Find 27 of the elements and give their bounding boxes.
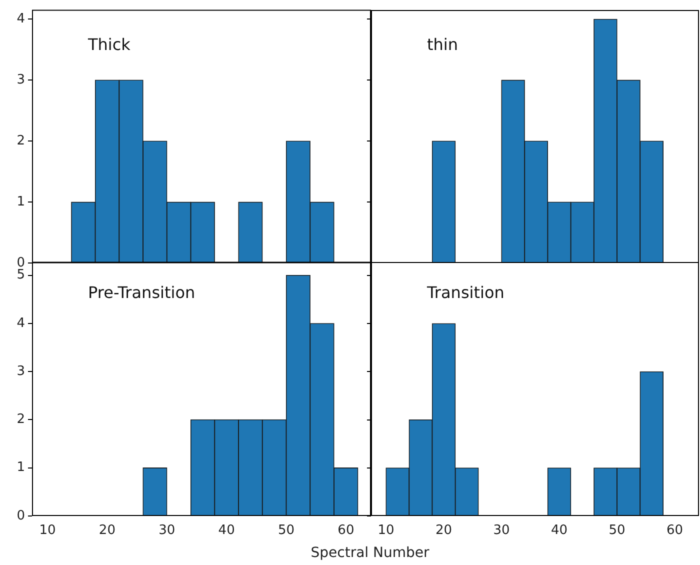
y-tick-label: 3 xyxy=(16,72,25,88)
x-axis-title: Spectral Number xyxy=(310,545,430,561)
x-tick-label: 10 xyxy=(378,523,394,538)
x-tick-label: 30 xyxy=(158,523,176,538)
y-tick-label: 2 xyxy=(16,134,25,149)
y-tick-label: 5 xyxy=(16,268,25,283)
y-tick-label: 2 xyxy=(16,412,25,428)
y-tick-label: 4 xyxy=(16,12,25,27)
y-tick-label: 4 xyxy=(16,316,25,331)
x-tick-label: 60 xyxy=(666,523,684,538)
text: thin xyxy=(427,35,458,54)
x-tick-label: 50 xyxy=(608,523,626,538)
y-tick-label: 3 xyxy=(16,364,25,380)
x-tick-label: 40 xyxy=(550,523,568,538)
x-tick-label: 40 xyxy=(218,523,235,538)
x-tick-label: 60 xyxy=(338,523,354,538)
x-tick-label: 10 xyxy=(39,523,56,538)
text: Thick xyxy=(87,35,132,54)
y-tick-label: 0 xyxy=(16,508,25,524)
x-tick-label: 30 xyxy=(493,523,510,538)
x-tick-label: 20 xyxy=(98,523,116,538)
y-tick-label: 1 xyxy=(16,460,25,476)
text: Pre-Transition xyxy=(88,283,196,302)
text: Transition xyxy=(426,283,504,302)
x-tick-label: 20 xyxy=(435,523,452,538)
x-tick-label: 50 xyxy=(278,523,295,538)
y-tick-label: 1 xyxy=(16,194,25,210)
